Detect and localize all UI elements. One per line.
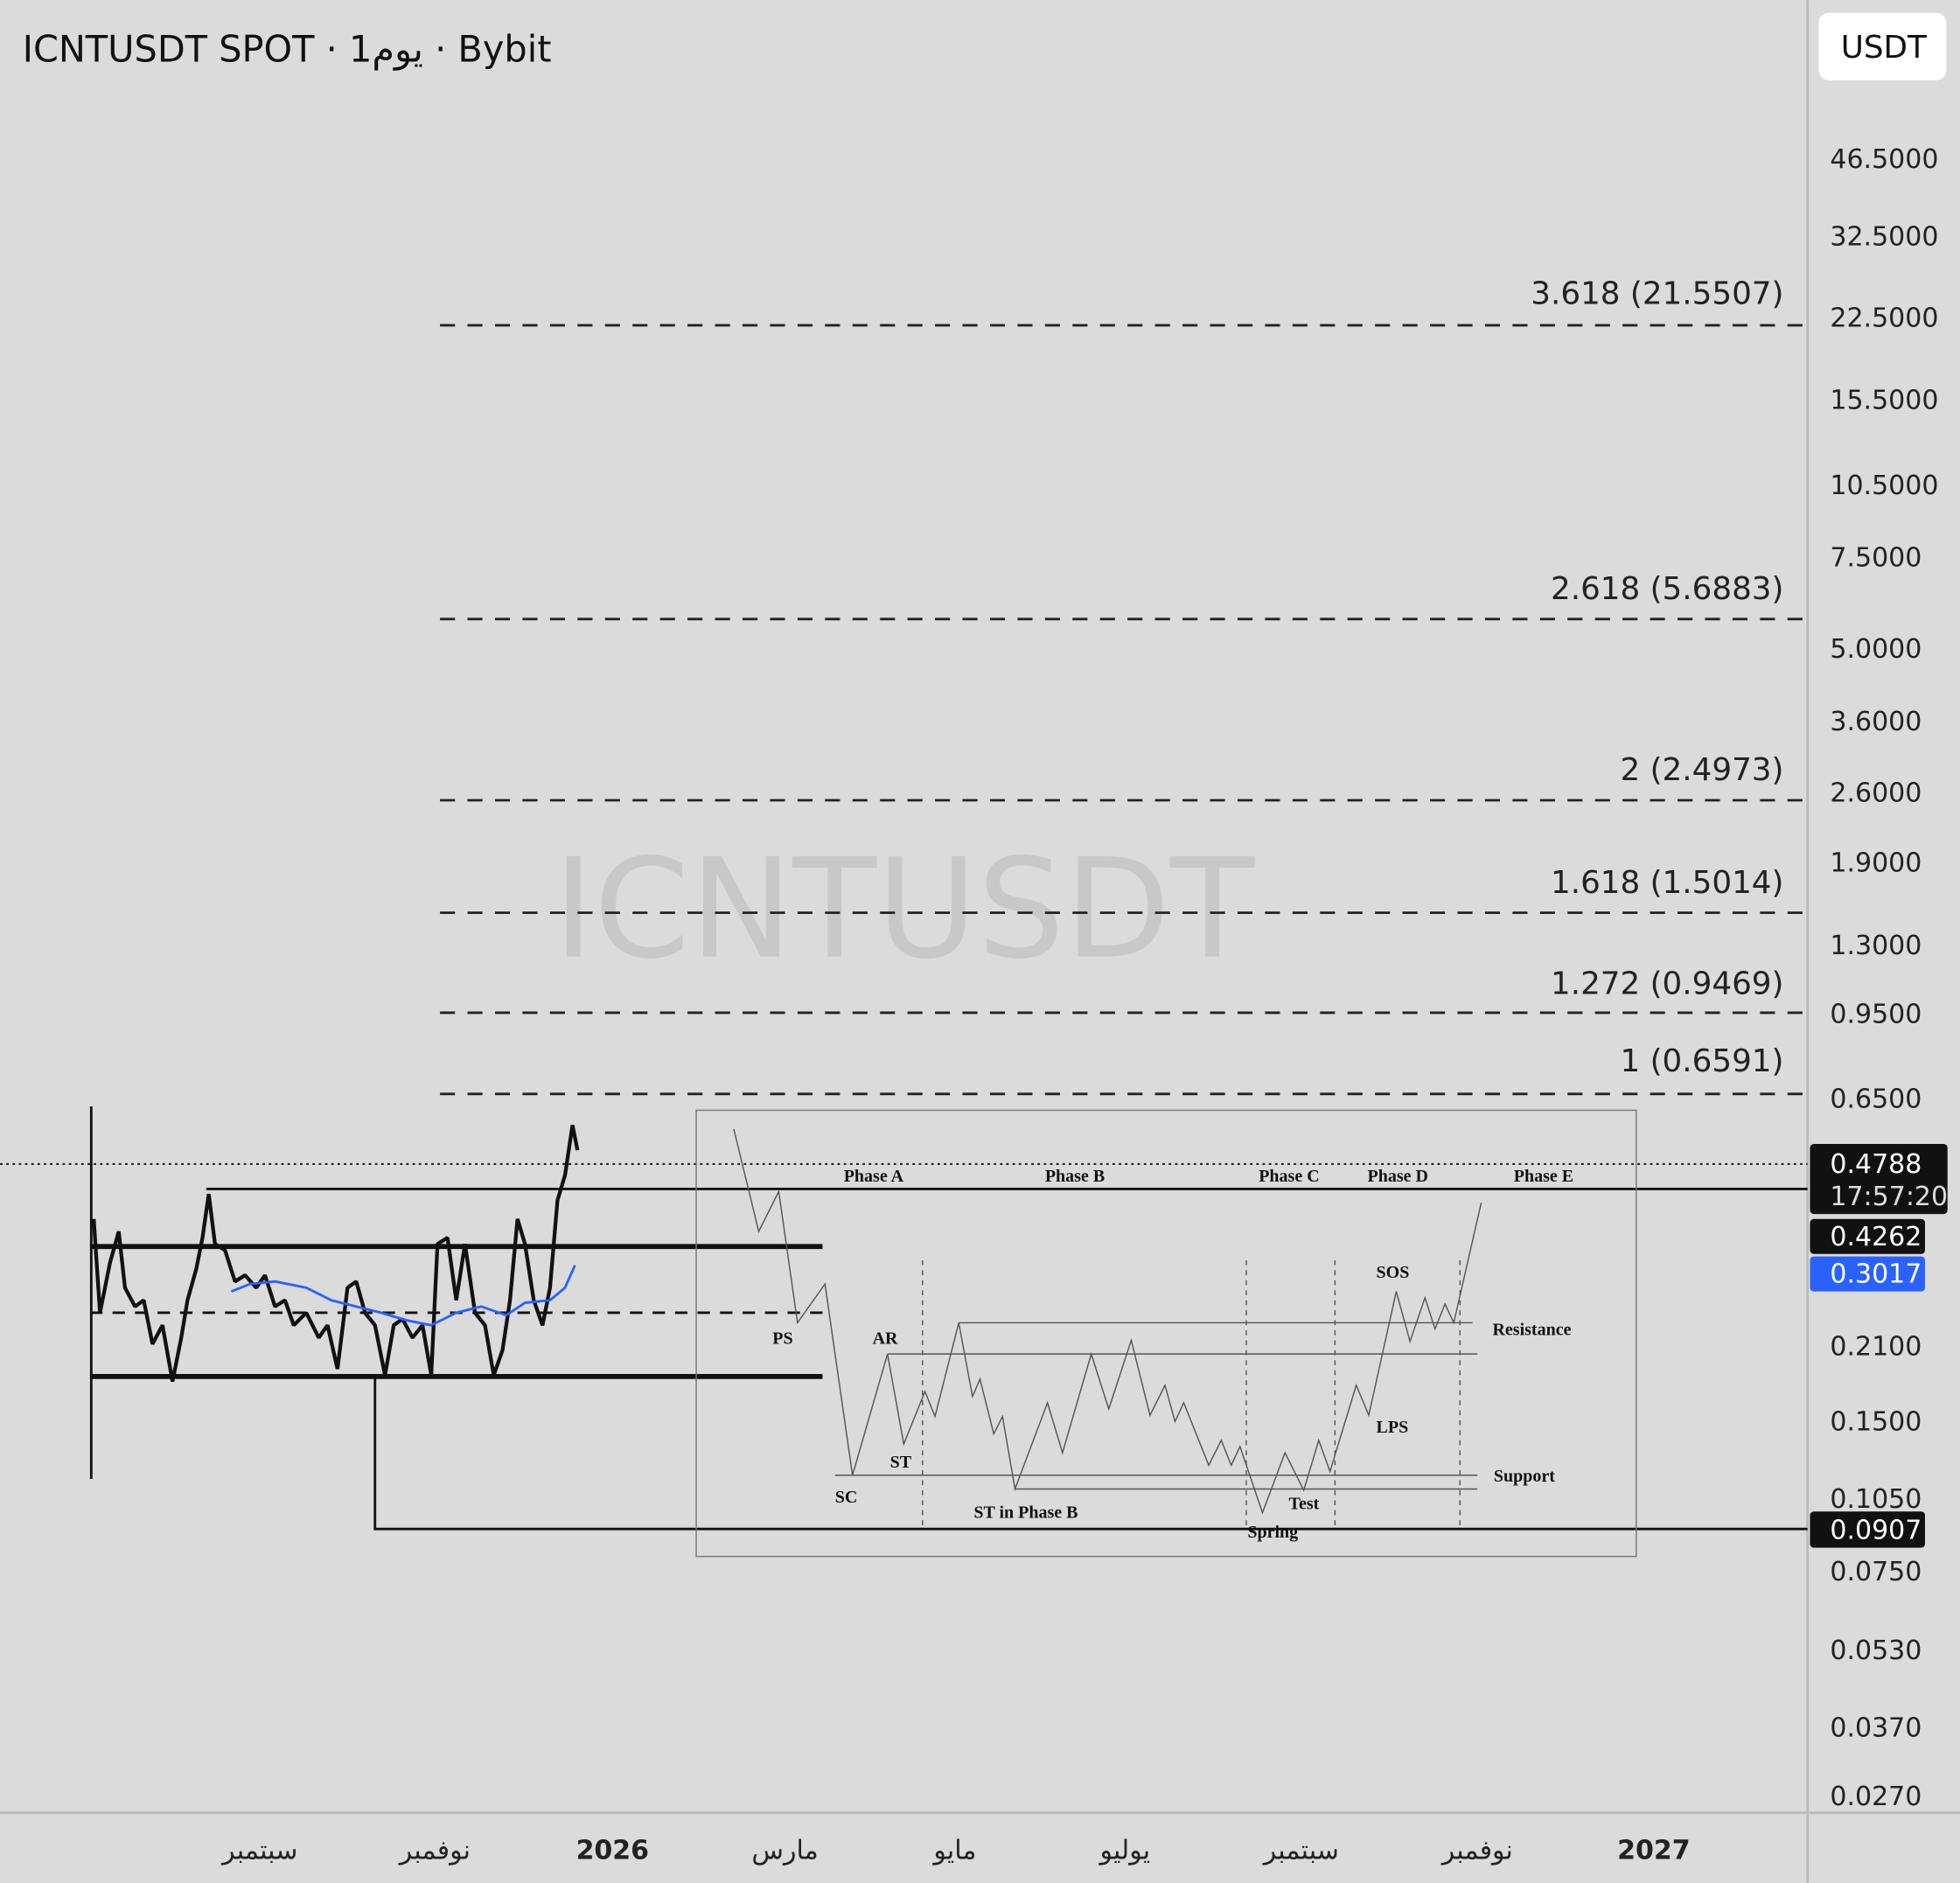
time-label: مارس [751, 1836, 818, 1866]
price-label: 10.5000 [1830, 471, 1938, 501]
time-label: 2027 [1617, 1836, 1691, 1866]
time-label: سبتمبر [1262, 1836, 1339, 1866]
price-label: 1.3000 [1830, 931, 1922, 961]
level-badge [1810, 1218, 1925, 1254]
level-price: 0.3017 [1830, 1259, 1922, 1290]
wyckoff-path [733, 1128, 1482, 1515]
price-label: 22.5000 [1830, 303, 1938, 333]
time-label: سبتمبر [220, 1836, 297, 1866]
event-label: SOS [1377, 1263, 1410, 1282]
phase-label: Phase D [1368, 1167, 1428, 1186]
level-price: 0.0907 [1830, 1516, 1922, 1546]
event-label: PS [772, 1329, 792, 1349]
event-label: ST [890, 1453, 912, 1472]
price-label: 0.0750 [1830, 1557, 1922, 1587]
fib-label: 2 (2.4973) [1621, 752, 1784, 788]
price-label: 32.5000 [1830, 221, 1938, 252]
time-axis: سبتمبر نوفمبر 2026 مارس مايو يوليو سبتمب… [220, 1836, 1690, 1866]
event-label: LPS [1377, 1418, 1409, 1437]
price-label: 7.5000 [1830, 543, 1922, 574]
fib-label: 2.618 (5.6883) [1551, 571, 1783, 607]
time-label: نوفمبر [1440, 1836, 1513, 1866]
fib-label: 1.618 (1.5014) [1551, 865, 1783, 901]
fib-label: 3.618 (21.5507) [1531, 276, 1783, 312]
fib-label: 1.272 (0.9469) [1551, 966, 1783, 1002]
phase-label: Phase B [1045, 1167, 1105, 1186]
time-label: 2026 [576, 1836, 649, 1866]
price-label: 0.1050 [1830, 1484, 1922, 1515]
moving-average [230, 1265, 576, 1327]
phase-label: Phase A [844, 1167, 904, 1186]
price-label: 0.9500 [1830, 999, 1922, 1029]
price-label: 3.6000 [1830, 707, 1922, 737]
price-label: 0.2100 [1830, 1332, 1922, 1363]
time-label: يوليو [1099, 1836, 1151, 1866]
fib-label: 1 (0.6591) [1621, 1043, 1784, 1079]
price-label: 0.1500 [1830, 1406, 1922, 1437]
price-label: 0.6500 [1830, 1084, 1922, 1115]
currency-label[interactable]: USDT [1841, 30, 1927, 66]
event-label: ST in Phase B [973, 1503, 1078, 1522]
wyckoff-lines [733, 1128, 1482, 1525]
last-price-badge [1810, 1144, 1948, 1215]
level-line [373, 1376, 1808, 1531]
price-axis: 46.5000 32.5000 22.5000 15.5000 10.5000 … [1830, 144, 1938, 1812]
watermark: ICNTUSDT [553, 830, 1255, 990]
event-label: AR [873, 1329, 898, 1349]
price-label: 1.9000 [1830, 847, 1922, 878]
phase-label: Phase C [1259, 1167, 1319, 1186]
price-label: 0.0530 [1830, 1635, 1922, 1666]
price-label: 5.0000 [1830, 634, 1922, 665]
fib-lines [440, 324, 1808, 1096]
countdown: 17:57:20 [1830, 1182, 1948, 1212]
level-price: 0.4262 [1830, 1222, 1922, 1252]
price-label: 46.5000 [1830, 144, 1938, 175]
time-label: مايو [931, 1836, 976, 1866]
price-candles [92, 1125, 580, 1383]
price-label: 0.0270 [1830, 1782, 1922, 1812]
event-label: Spring [1247, 1523, 1298, 1542]
chart-title: ICNTUSDT SPOT · 1يوم · Bybit [23, 28, 552, 70]
event-label: Resistance [1492, 1321, 1571, 1340]
wyckoff-box [695, 1109, 1637, 1558]
event-label: SC [835, 1488, 858, 1507]
last-price: 0.4788 [1830, 1149, 1922, 1180]
price-label: 15.5000 [1830, 386, 1938, 416]
price-label: 0.0370 [1830, 1712, 1922, 1743]
event-label: Support [1494, 1467, 1555, 1486]
level-badge [1810, 1511, 1925, 1548]
phase-label: Phase E [1514, 1167, 1573, 1186]
event-label: Test [1289, 1494, 1320, 1513]
level-badge [1810, 1256, 1925, 1292]
price-label: 2.6000 [1830, 778, 1922, 808]
time-label: نوفمبر [398, 1836, 471, 1866]
currency-button[interactable] [1818, 12, 1947, 80]
